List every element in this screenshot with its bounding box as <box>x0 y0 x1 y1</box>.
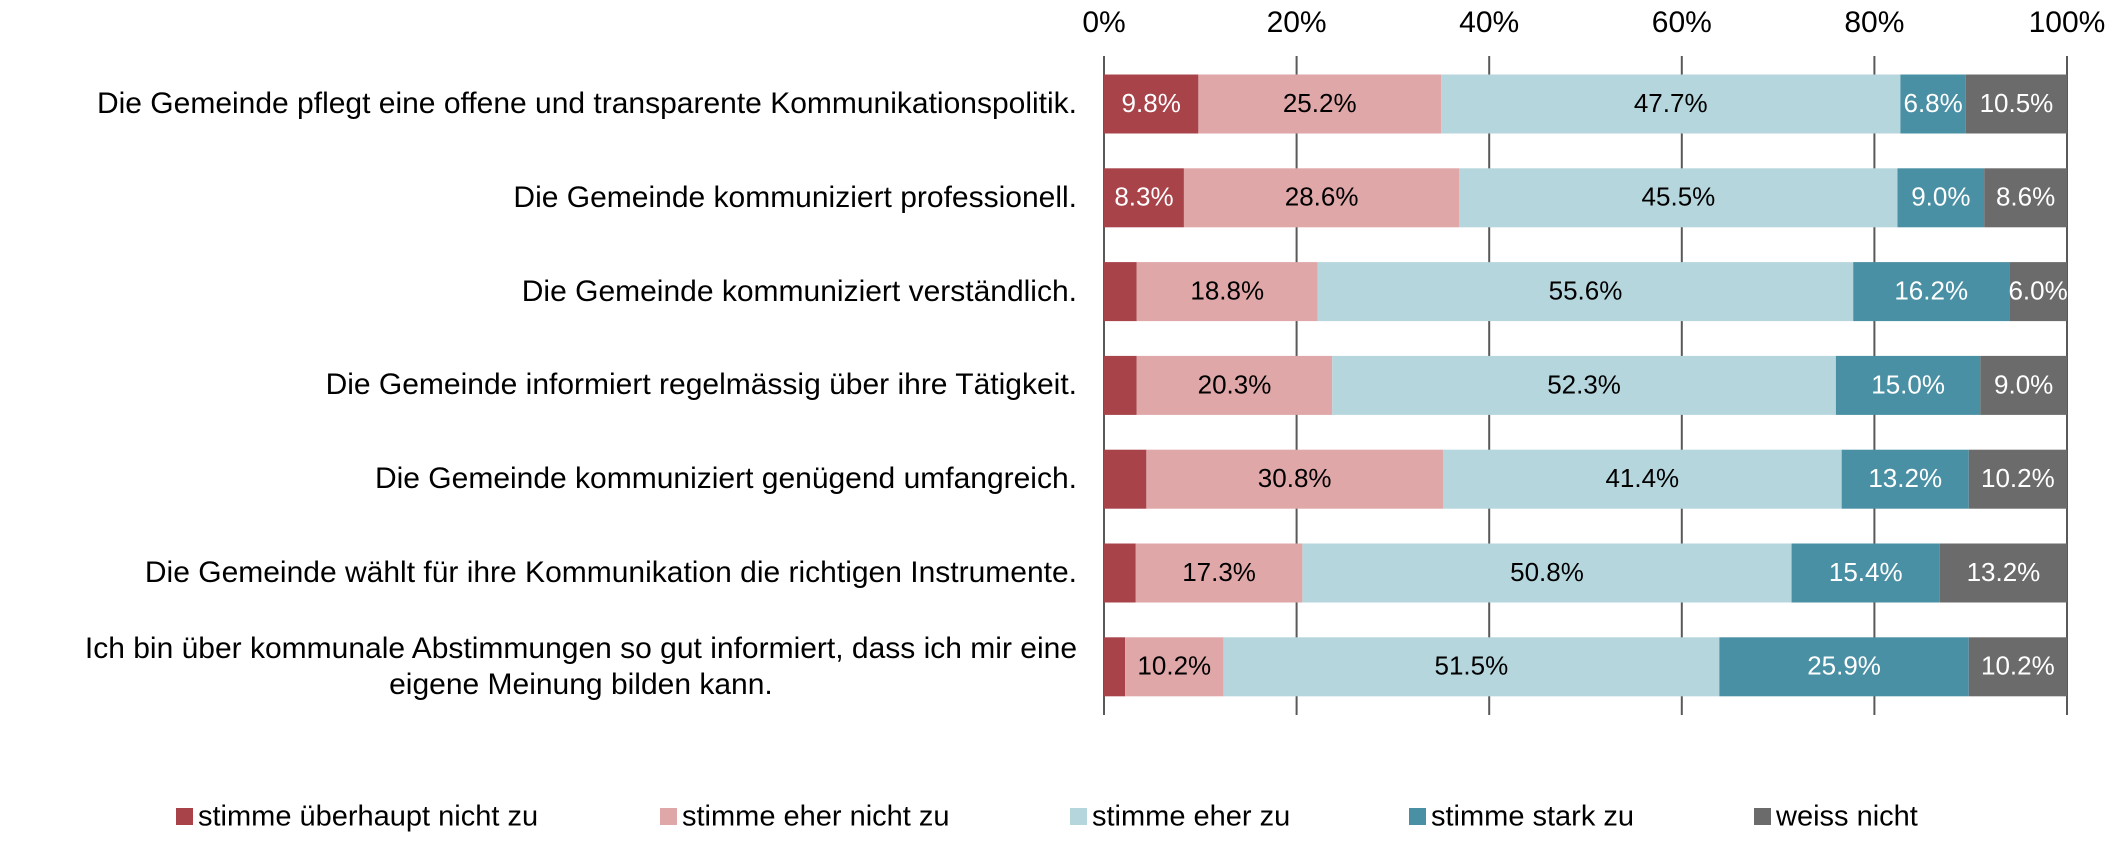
bar-segment <box>1965 74 2067 134</box>
bar-label: 15.0% <box>1871 369 1945 399</box>
bar-segment <box>1104 262 1137 322</box>
bar-segment <box>1125 637 1224 697</box>
bar-segment <box>2009 262 2067 322</box>
bar-segment <box>1146 449 1443 509</box>
bar-label: 8.3% <box>1114 182 1173 212</box>
bar-segment <box>1136 355 1333 415</box>
legend-swatch <box>176 808 193 825</box>
bar-label: 45.5% <box>1642 182 1716 212</box>
bar-segment <box>1791 543 1940 603</box>
bar-label: 13.2% <box>1967 557 2041 587</box>
x-tick-label: 80% <box>1844 6 1904 39</box>
category-label: Ich bin über kommunale Abstimmungen so g… <box>84 631 1077 701</box>
bar-segment <box>1853 262 2010 322</box>
bar-segment <box>1897 168 1985 228</box>
bar-label: 16.2% <box>1894 275 1968 305</box>
bar-label: 6.8% <box>1904 88 1963 118</box>
bar-segment <box>1302 543 1792 603</box>
legend-swatch <box>1070 808 1087 825</box>
bar-label: 52.3% <box>1547 369 1621 399</box>
legend-label: stimme eher nicht zu <box>682 801 950 833</box>
bar-label: 20.3% <box>1198 369 1272 399</box>
x-tick-label: 100% <box>2029 6 2106 39</box>
bar-label: 28.6% <box>1285 182 1359 212</box>
bar-label: 30.8% <box>1258 463 1332 493</box>
bar-segment <box>1968 637 2067 697</box>
bar-label: 9.8% <box>1122 88 1181 118</box>
bar-label: 25.9% <box>1807 651 1881 681</box>
bar-label: 47.7% <box>1634 88 1708 118</box>
bar-label: 51.5% <box>1435 651 1509 681</box>
category-label: Die Gemeinde wählt für ihre Kommunikatio… <box>144 556 1077 589</box>
x-tick-label: 40% <box>1459 6 1519 39</box>
bar-segment <box>1198 74 1442 134</box>
bar-segment <box>1442 449 1842 509</box>
legend-label: stimme eher zu <box>1092 801 1290 833</box>
bar-segment <box>1835 355 1981 415</box>
category-label: Die Gemeinde kommuniziert verständlich. <box>521 274 1077 308</box>
bar-label: 9.0% <box>1994 369 2053 399</box>
legend-swatch <box>1754 808 1771 825</box>
legend-label: stimme stark zu <box>1431 801 1634 833</box>
category-label: Die Gemeinde informiert regelmässig über… <box>325 368 1077 402</box>
bar-segment <box>1900 74 1966 134</box>
legend-swatch <box>660 808 677 825</box>
bar-segment <box>1104 449 1147 509</box>
bar-label: 25.2% <box>1283 88 1357 118</box>
legend-label: weiss nicht <box>1775 801 1918 833</box>
bar-segment <box>1183 168 1460 228</box>
bar-segment <box>1459 168 1898 228</box>
legend-swatch <box>1409 808 1426 825</box>
bar-label: 15.4% <box>1829 557 1903 587</box>
bar-segment <box>1332 355 1836 415</box>
x-tick-label: 60% <box>1652 6 1712 39</box>
bar-label: 50.8% <box>1510 557 1584 587</box>
bar-segment <box>1719 637 1969 697</box>
bar-segment <box>1317 262 1854 322</box>
bar-label: 41.4% <box>1605 463 1679 493</box>
bar-segment <box>1104 637 1126 697</box>
bar-segment <box>1984 168 2067 228</box>
bar-label: 10.2% <box>1981 463 2055 493</box>
category-label: Die Gemeinde kommuniziert genügend umfan… <box>374 462 1077 496</box>
x-tick-label: 0% <box>1082 6 1125 39</box>
bar-label: 10.5% <box>1980 88 2054 118</box>
category-label: Die Gemeinde kommuniziert professionell. <box>513 180 1077 214</box>
bar-segment <box>1441 74 1901 134</box>
bar-label: 55.6% <box>1549 275 1623 305</box>
bar-label: 17.3% <box>1182 557 1256 587</box>
bar-label: 8.6% <box>1996 182 2055 212</box>
bar-label: 9.0% <box>1911 182 1970 212</box>
bar-segment <box>1104 543 1136 603</box>
bar-label: 10.2% <box>1981 651 2055 681</box>
bar-segment <box>1968 449 2067 509</box>
bar-label: 10.2% <box>1137 651 1211 681</box>
bar-segment <box>1841 449 1969 509</box>
x-tick-label: 20% <box>1267 6 1327 39</box>
bar-label: 18.8% <box>1190 275 1264 305</box>
bar-label: 13.2% <box>1868 463 1942 493</box>
bar-segment <box>1980 355 2067 415</box>
category-label: Die Gemeinde pflegt eine offene und tran… <box>96 87 1077 120</box>
legend-label: stimme überhaupt nicht zu <box>198 801 538 833</box>
bar-segment <box>1939 543 2067 603</box>
bar-segment <box>1223 637 1720 697</box>
bar-segment <box>1104 74 1199 134</box>
bar-segment <box>1135 543 1303 603</box>
bar-segment <box>1136 262 1318 322</box>
bar-label: 6.0% <box>2008 275 2067 305</box>
bar-segment <box>1104 168 1184 228</box>
bar-segment <box>1104 355 1137 415</box>
